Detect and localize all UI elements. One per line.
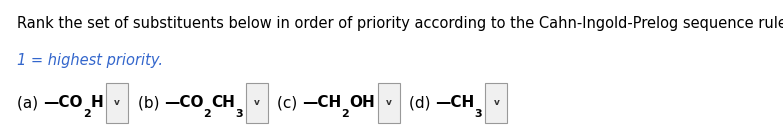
Text: (a): (a) [17, 95, 43, 110]
FancyBboxPatch shape [246, 83, 268, 123]
Text: Rank the set of substituents below in order of priority according to the Cahn-In: Rank the set of substituents below in or… [17, 16, 783, 31]
Text: —CO: —CO [164, 95, 204, 110]
FancyBboxPatch shape [378, 83, 400, 123]
Text: v: v [254, 98, 260, 107]
Text: —CH: —CH [435, 95, 474, 110]
Text: v: v [493, 98, 500, 107]
Text: 1 = highest priority.: 1 = highest priority. [17, 53, 163, 68]
Text: (b): (b) [138, 95, 164, 110]
Text: —CO: —CO [43, 95, 83, 110]
Text: OH: OH [349, 95, 375, 110]
Text: (d): (d) [410, 95, 435, 110]
Text: 2: 2 [83, 109, 91, 119]
FancyBboxPatch shape [106, 83, 128, 123]
Text: —CH: —CH [302, 95, 341, 110]
Text: 2: 2 [341, 109, 349, 119]
Text: CH: CH [211, 95, 235, 110]
Text: v: v [386, 98, 392, 107]
FancyBboxPatch shape [485, 83, 507, 123]
Text: (c): (c) [277, 95, 302, 110]
Text: 3: 3 [474, 109, 482, 119]
Text: 2: 2 [204, 109, 211, 119]
Text: v: v [114, 98, 120, 107]
Text: H: H [91, 95, 103, 110]
Text: 3: 3 [235, 109, 243, 119]
